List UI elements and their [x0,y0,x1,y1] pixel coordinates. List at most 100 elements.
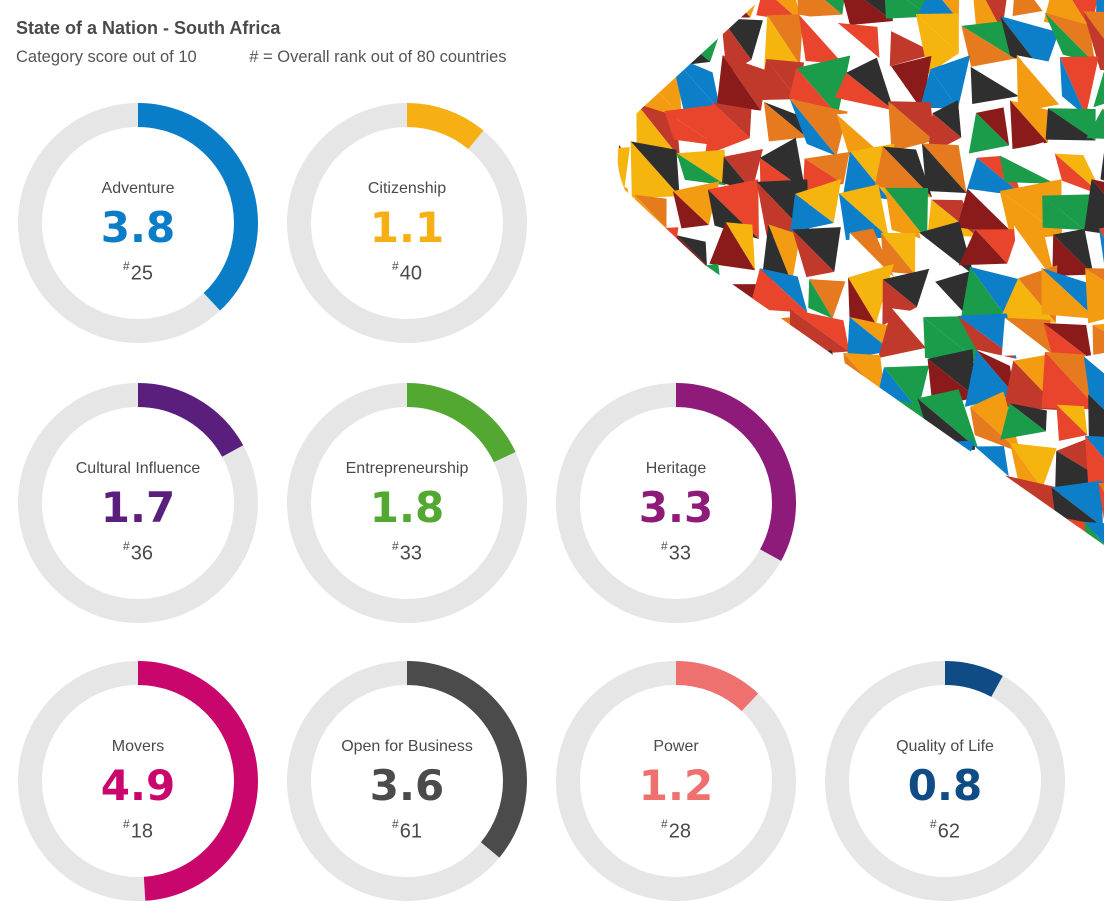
mosaic-tile [918,491,966,528]
rank-symbol: # [392,539,399,553]
mosaic-tile [798,14,846,65]
mosaic-tile [922,440,975,490]
mosaic-tile [889,31,937,67]
mosaic-tile [838,0,893,25]
score-value: 3.6 [369,761,445,810]
mosaic-tile [884,0,931,19]
mosaic-tile [803,534,846,545]
mosaic-tile [792,229,835,278]
mosaic-tile [885,187,929,241]
mosaic-tile [622,267,670,320]
rank-label: #18 [123,817,153,843]
mosaic-tile [1004,317,1053,355]
mosaic-tile [838,184,889,238]
mosaic-tile [957,315,1017,359]
mosaic-tile [919,69,958,109]
mosaic-tile [921,143,967,193]
mosaic-tile [809,279,846,319]
mosaic-tile [1042,195,1085,231]
mosaic-tile [838,193,889,240]
donut-quality-of-life: Quality of Life 0.8 #62 [823,659,1067,903]
mosaic-tile [1041,267,1097,319]
mosaic-tile [878,308,926,359]
mosaic-tile [676,149,727,186]
mosaic-tile [725,320,764,367]
category-label: Movers [111,738,165,755]
donut-movers: Movers 4.9 #18 [16,659,260,903]
mosaic-tile [927,349,977,398]
rank-symbol: # [661,817,668,831]
mosaic-tile [672,181,720,226]
mosaic-tile [617,272,631,324]
donut-cultural-influence: Cultural Influence 1.7 #36 [16,381,260,625]
mosaic-tile [617,305,640,367]
mosaic-tile [1048,573,1087,615]
mosaic-tile [961,25,1021,71]
mosaic-tile [1083,356,1104,399]
mosaic-tile [930,281,973,322]
mosaic-tile [999,528,1058,545]
mosaic-tile [844,402,891,452]
mosaic-tile [1056,404,1088,435]
rank-label: #33 [661,539,691,565]
mosaic-tile [1086,109,1104,140]
mosaic-tile [1088,394,1104,445]
mosaic-tile [683,0,726,27]
mosaic-tile [1009,403,1047,432]
mosaic-tile [845,477,891,522]
mosaic-tile [623,26,683,74]
donut-entrepreneurship: Entrepreneurship 1.8 #33 [285,381,529,625]
mosaic-tile [624,227,679,270]
donut-ring [18,661,258,901]
donut-arc-quality-of-life [825,661,1065,901]
mosaic-tile [797,0,843,18]
mosaic-tile [1016,55,1062,105]
mosaic-tile [640,316,665,358]
mosaic-tile [926,561,960,608]
mosaic-tile [713,0,751,18]
mosaic-tile [915,13,959,54]
mosaic-tile [1055,450,1104,495]
mosaic-tile [887,438,919,484]
score-value: 1.8 [369,483,445,532]
mosaic-tile [707,320,763,367]
mosaic-tile [835,435,884,492]
mosaic-tile [880,516,932,545]
category-label: Cultural Influence [75,460,201,477]
mosaic-tile [837,22,880,63]
mosaic-tile [617,0,638,28]
rank-symbol: # [392,817,399,831]
mosaic-tile [970,58,1019,97]
mosaic-tile [709,222,756,271]
mosaic-tile [1084,521,1104,545]
mosaic-tile [963,530,1002,545]
mosaic-tile [705,102,750,156]
mosaic-tile [756,0,802,23]
rank-symbol: # [392,259,399,273]
mosaic-tile [630,141,680,199]
rank-symbol: # [930,817,937,831]
mosaic-tile [668,268,725,319]
subtitle: Category score out of 10 [16,48,197,66]
mosaic-tile [1045,108,1096,141]
mosaic-tile [1009,100,1048,150]
category-label: Open for Business [341,738,473,755]
mosaic-tile [883,486,934,518]
mosaic-tile [880,232,916,275]
mosaic-tile [839,518,886,545]
mosaic-tile [847,559,878,604]
mosaic-tile [932,100,962,138]
mosaic-tile [767,13,804,66]
mosaic-tile [919,221,974,276]
donut-ring [825,661,1065,901]
mosaic-tile [999,528,1058,545]
mosaic-tile [768,224,801,284]
mosaic-tile [957,561,1007,618]
mosaic-tile [919,232,974,282]
mosaic-tile [807,522,846,545]
mosaic-tile [664,104,720,146]
mosaic-tile [792,227,841,272]
mosaic-tile [763,0,802,23]
mosaic-tile [1054,153,1104,196]
mosaic-tile [789,98,837,156]
